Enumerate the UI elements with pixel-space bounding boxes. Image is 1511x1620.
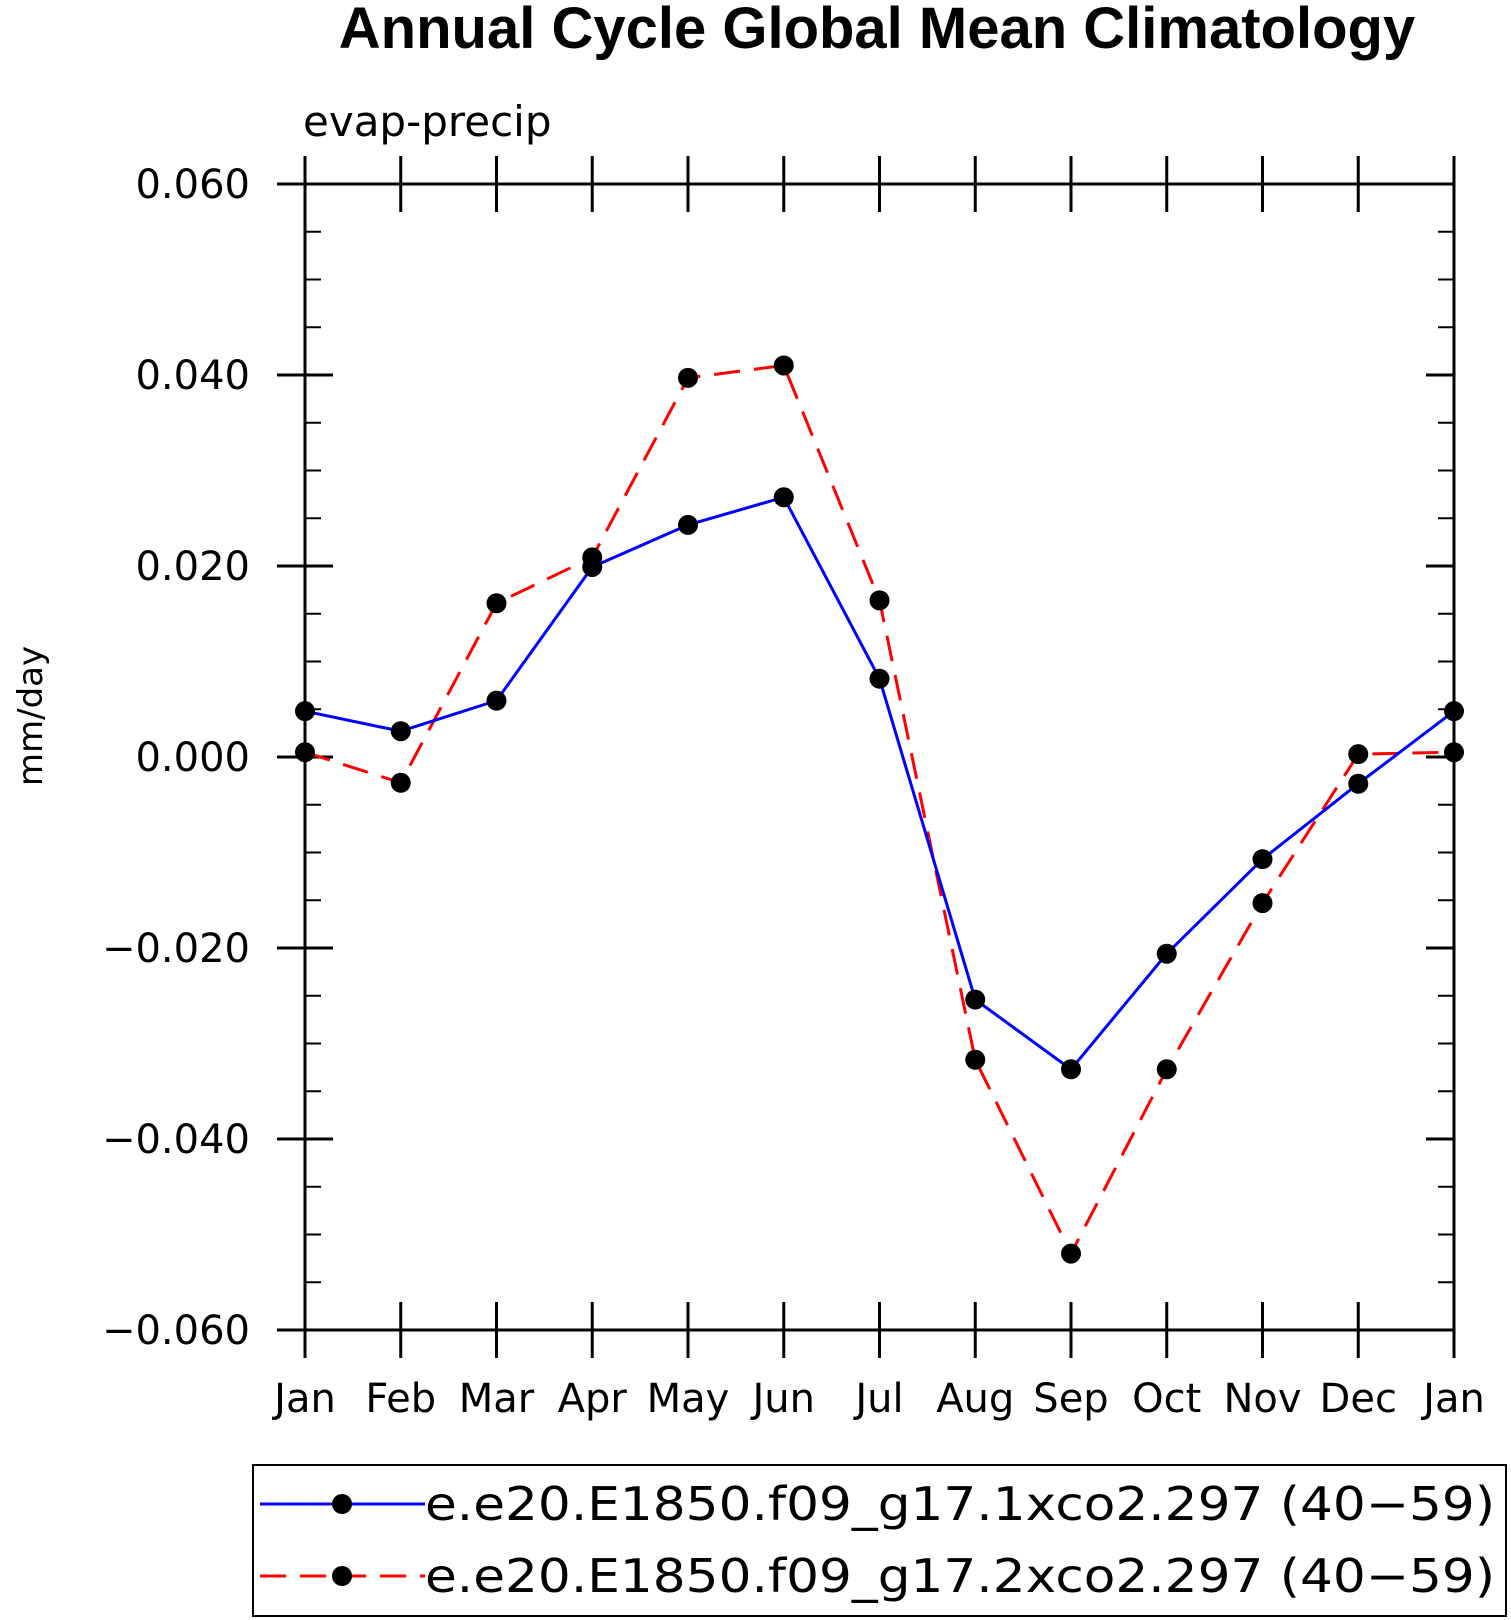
- y-tick-labels: −0.060 −0.040 −0.020 0.000 0.020 0.040 0.060: [102, 162, 250, 1354]
- x-tick-label: Nov: [1223, 1376, 1301, 1422]
- y-tick-label: 0.000: [135, 735, 250, 781]
- axis-ticks: [277, 156, 1456, 1358]
- legend: e.e20.E1850.f09_g17.1xco2.297 (40−59) e.e…: [252, 1464, 1507, 1617]
- series-line-2: [304, 363, 1455, 1257]
- y-tick-label: −0.060: [102, 1308, 250, 1354]
- series-2-point: [678, 367, 698, 388]
- series-2-point: [1348, 744, 1369, 765]
- series-1-point: [773, 487, 794, 508]
- x-tick-label: Aug: [936, 1376, 1014, 1422]
- y-tick-label: 0.060: [135, 162, 250, 208]
- chart-title: Annual Cycle Global Mean Climatology: [339, 0, 1415, 61]
- series-1-point: [965, 989, 986, 1010]
- series-2-point: [773, 355, 794, 376]
- y-tick-label: −0.040: [102, 1117, 250, 1163]
- y-axis-label: mm/day: [11, 646, 51, 786]
- series-1-point: [1156, 943, 1177, 964]
- series-2-point: [486, 593, 507, 614]
- series-2-point: [1156, 1059, 1177, 1080]
- x-tick-label: Jan: [1420, 1376, 1485, 1422]
- legend-box: [252, 1464, 1507, 1617]
- legend-marker-1: [332, 1494, 352, 1514]
- x-tick-label: Jul: [852, 1376, 903, 1422]
- series-1-point: [390, 721, 411, 742]
- series-2-point: [1252, 893, 1273, 914]
- series-1-point: [678, 514, 698, 535]
- series-1-point: [582, 556, 603, 577]
- legend-label-1: e.e20.E1850.f09_g17.1xco2.297 (40−59): [425, 1477, 1495, 1531]
- legend-marker-2: [332, 1566, 352, 1586]
- x-tick-label: Jun: [750, 1376, 816, 1422]
- x-tick-label: Sep: [1033, 1376, 1108, 1422]
- series-layer: [295, 355, 1464, 1264]
- series-1-point: [1348, 773, 1369, 794]
- series-2-point: [295, 742, 315, 763]
- y-tick-label: 0.040: [135, 353, 250, 399]
- series-1-point: [295, 701, 315, 722]
- x-tick-label: Apr: [558, 1376, 628, 1422]
- legend-label-2: e.e20.E1850.f09_g17.2xco2.297 (40−59): [425, 1549, 1495, 1603]
- x-tick-label: Jan: [271, 1376, 336, 1422]
- series-1-point: [486, 690, 507, 711]
- series-2-point: [1061, 1243, 1081, 1264]
- series-2-point: [1444, 742, 1464, 763]
- series-1-point: [1061, 1059, 1081, 1080]
- series-1-point: [1444, 701, 1464, 722]
- y-tick-label: 0.020: [135, 544, 250, 590]
- y-tick-label: −0.020: [102, 926, 250, 972]
- x-tick-label: Dec: [1320, 1376, 1397, 1422]
- x-tick-label: May: [647, 1376, 730, 1422]
- x-tick-labels: Jan Feb Mar Apr May Jun Jul Aug Sep Oct Nov Dec Jan: [271, 1376, 1485, 1422]
- series-2-point: [390, 772, 411, 793]
- plot-frame: [303, 182, 1456, 1332]
- x-tick-label: Feb: [365, 1376, 436, 1422]
- series-1-point: [1252, 849, 1273, 870]
- series-1-point: [869, 668, 890, 689]
- series-2-point: [965, 1049, 986, 1070]
- series-line-1: [304, 495, 1455, 1072]
- x-tick-label: Oct: [1132, 1376, 1201, 1422]
- series-2-point: [869, 590, 890, 611]
- chart-subtitle: evap-precip: [303, 97, 552, 146]
- x-tick-label: Mar: [459, 1376, 535, 1422]
